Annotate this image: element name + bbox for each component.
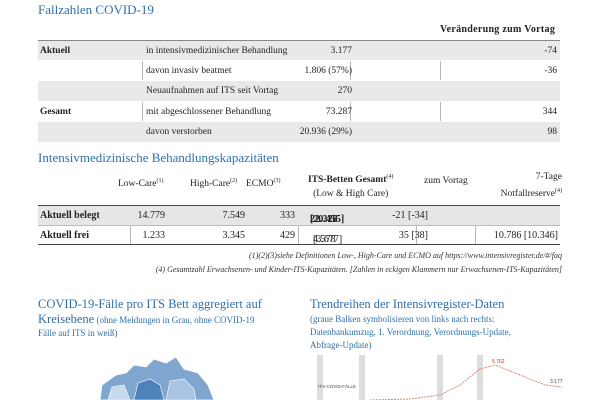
table-row: davon invasiv beatmet 1.806 (57%) -36 xyxy=(38,61,560,81)
header-ecmo-sup: (3) xyxy=(273,178,281,184)
header-high-care-label: High-Care xyxy=(190,179,231,190)
header-high-care: High-Care(2) xyxy=(190,174,237,191)
row-change: -74 xyxy=(544,46,557,56)
cell-vortag: -21 [-34] xyxy=(392,210,428,221)
header-notfallreserve: 7-Tage Notfallreserve(4) xyxy=(490,170,562,201)
fallzahlen-table: Aktuell in intensivmedizinischer Behandl… xyxy=(38,40,560,143)
header-notfall-line2: Notfallreserve xyxy=(500,189,555,200)
chart-end-label: 3.177 xyxy=(550,379,563,385)
map-region xyxy=(107,384,131,400)
header-its-sup: (4) xyxy=(386,174,394,180)
row-change: 344 xyxy=(542,106,557,117)
cell-ecmo: 333 xyxy=(280,210,295,221)
kapazitaeten-table: Aktuell belegt 14.779 7.549 333 22.328 [… xyxy=(38,205,560,245)
map-title-line2: Kreisebene xyxy=(38,312,95,326)
row-value: 270 xyxy=(337,86,352,96)
cell-its-value: 22.328 xyxy=(310,214,338,225)
row-change: -36 xyxy=(544,65,557,76)
row-description: davon invasiv beatmet xyxy=(146,65,232,76)
row-description: davon verstorben xyxy=(146,127,212,137)
row-change: 98 xyxy=(547,127,558,137)
germany-map xyxy=(99,356,215,400)
table-row: Aktuell belegt 14.779 7.549 333 22.328 [… xyxy=(38,205,560,225)
section-title-trendreihen: Trendreihen der Intensivregister-Daten xyxy=(310,297,505,311)
map-region xyxy=(133,378,165,400)
cell-its-bracket: [3.677] xyxy=(313,234,343,245)
trend-line xyxy=(369,364,563,400)
header-notfall-sup: (4) xyxy=(555,188,562,194)
header-its-gesamt: ITS-Betten Gesamt(4) (Low & High Care) xyxy=(308,170,393,201)
cell-high-care: 3.345 xyxy=(222,230,246,241)
row-value: 73.287 xyxy=(325,106,352,117)
header-its-subtitle: (Low & High Care) xyxy=(313,189,389,200)
footnote-definitions: (1)(2)(3)siehe Definitionen Low-, High-C… xyxy=(248,251,562,260)
table-row: Gesamt mit abgeschlossener Behandlung 73… xyxy=(38,102,560,122)
row-value: 3.177 xyxy=(330,46,352,56)
map-subtitle-inline: (ohne Meldungen in Grau, ohne COVID-19 xyxy=(94,315,255,325)
row-label: Aktuell frei xyxy=(40,230,89,241)
header-low-care: Low-Care(1) xyxy=(118,174,164,191)
cell-low-care: 14.779 xyxy=(137,210,166,221)
table-row: Aktuell frei 1.233 3.345 429 4.578 [3.67… xyxy=(38,225,560,245)
row-description: Neuaufnahmen auf ITS seit Vortag xyxy=(146,86,279,96)
header-low-care-label: Low-Care xyxy=(118,179,157,190)
header-notfall-line1: 7-Tage xyxy=(535,172,562,182)
table-row: Aktuell in intensivmedizinischer Behandl… xyxy=(38,40,560,61)
header-low-care-sup: (1) xyxy=(156,178,164,184)
trend-subtitle: (graue Balken symbolisieren von links na… xyxy=(310,313,511,352)
header-ecmo: ECMO(3) xyxy=(246,174,280,191)
row-label: Aktuell belegt xyxy=(40,210,100,221)
row-value: 1.806 (57%) xyxy=(304,65,353,76)
table-row: Neuaufnahmen auf ITS seit Vortag 270 xyxy=(38,81,560,102)
chart-peak-label: 5.762 xyxy=(492,359,505,365)
row-label: Gesamt xyxy=(40,106,72,117)
chart-series-label: ITS-COVID-FÄLLE xyxy=(318,383,356,389)
trend-subtitle-line2: Datenbankumzug, 1. Verordnung, Verordnun… xyxy=(310,327,511,337)
trend-chart: ITS-COVID-FÄLLE 5.762 3.177 xyxy=(317,355,563,400)
section-title-map: COVID-19-Fälle pro ITS Bett aggregiert a… xyxy=(38,297,262,311)
change-column-header: Veränderung zum Vortag xyxy=(440,24,556,35)
row-description: mit abgeschlossener Behandlung xyxy=(146,106,272,117)
map-region xyxy=(165,378,197,400)
table-row: davon verstorben 20.936 (29%) 98 xyxy=(38,122,560,143)
map-subtitle-line2: Fälle auf ITS in weiß) xyxy=(38,328,118,338)
header-ecmo-label: ECMO xyxy=(246,179,274,190)
row-label: Aktuell xyxy=(40,46,71,56)
cell-its-bracket: [20.455] xyxy=(310,214,345,225)
section-title-kapazitaeten: Intensivmedizinische Behandlungskapazitä… xyxy=(38,150,279,165)
cell-its-value: 4.578 xyxy=(313,234,336,245)
header-its-label: ITS-Betten Gesamt xyxy=(308,175,387,186)
section-title-fallzahlen: Fallzahlen COVID-19 xyxy=(38,2,154,17)
cell-ecmo: 429 xyxy=(280,230,295,241)
trend-subtitle-line1: (graue Balken symbolisieren von links na… xyxy=(310,314,495,324)
map-title-line1: COVID-19-Fälle pro ITS Bett aggregiert a… xyxy=(38,297,262,311)
cell-vortag: 35 [38] xyxy=(398,230,428,241)
header-vortag: zum Vortag xyxy=(424,176,468,186)
cell-low-care: 1.233 xyxy=(142,230,166,241)
map-subtitle: Kreisebene (ohne Meldungen in Grau, ohne… xyxy=(38,313,254,340)
footnote-kapazitaeten: (4) Gesamtzahl Erwachsenen- und Kinder-I… xyxy=(155,265,562,274)
header-high-care-sup: (2) xyxy=(230,178,238,184)
trend-subtitle-line3: Abfrage-Update) xyxy=(310,340,372,350)
cell-high-care: 7.549 xyxy=(222,210,246,221)
row-description: in intensivmedizinischer Behandlung xyxy=(146,46,288,56)
row-value: 20.936 (29%) xyxy=(299,127,352,137)
cell-notfall: 10.786 [10.346] xyxy=(493,230,558,241)
